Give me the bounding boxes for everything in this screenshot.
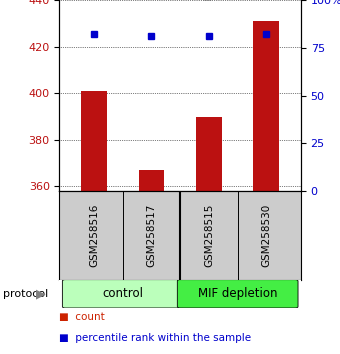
Text: MIF depletion: MIF depletion [198, 287, 277, 300]
Bar [196, 116, 222, 191]
Bar [254, 21, 279, 191]
Text: ■  count: ■ count [59, 312, 105, 321]
Text: GSM258517: GSM258517 [147, 204, 156, 267]
FancyBboxPatch shape [62, 280, 183, 308]
Text: GSM258516: GSM258516 [89, 204, 99, 267]
Text: GSM258515: GSM258515 [204, 204, 214, 267]
Text: control: control [102, 287, 143, 300]
Bar [138, 170, 165, 191]
Text: protocol: protocol [3, 289, 49, 299]
Text: GSM258530: GSM258530 [261, 204, 271, 267]
Bar [81, 91, 107, 191]
Text: ▶: ▶ [36, 287, 46, 300]
FancyBboxPatch shape [177, 280, 298, 308]
Text: ■  percentile rank within the sample: ■ percentile rank within the sample [59, 333, 252, 343]
